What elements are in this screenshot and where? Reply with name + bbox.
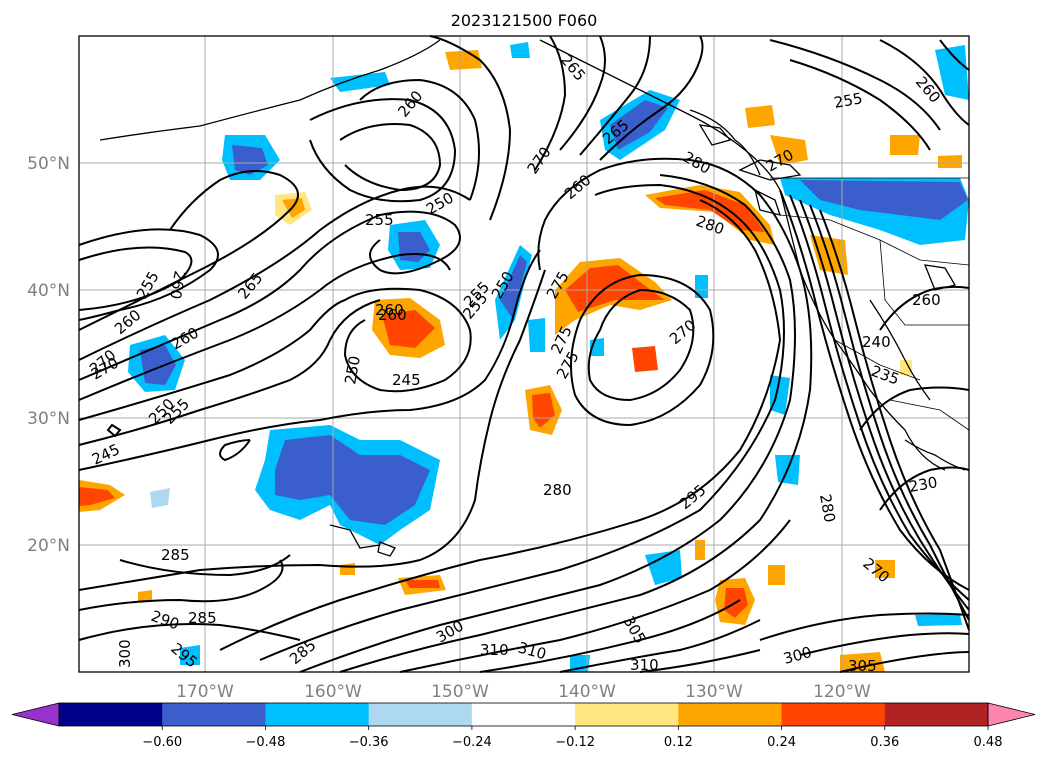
colorbar-extend-low [11,702,60,727]
colorbar-tick-label: 0.12 [664,735,693,750]
colorbar-bin [265,703,370,726]
lon-label: 170°W [176,682,234,702]
contour-label: 230 [908,473,939,496]
colorbar-tick-label: 0.48 [974,735,1003,750]
colorbar-bin [368,703,473,726]
colorbar-bin [471,703,576,726]
contour-label: 260 [375,301,404,319]
contour-label: 240 [862,333,891,351]
colorbar-extend-high [987,702,1036,727]
lat-label: 30°N [27,409,70,429]
latitude-labels: 50°N 40°N 30°N 20°N [27,154,70,556]
contour-label: 280 [816,493,839,524]
lon-label: 120°W [813,682,871,702]
colorbar-tick-label: 0.24 [767,735,796,750]
contour-label: 285 [161,546,190,564]
longitude-labels: 170°W 160°W 150°W 140°W 130°W 120°W [176,682,871,702]
lon-label: 160°W [304,682,362,702]
colorbar-tick-label: −0.24 [452,735,492,750]
contour-label: 260 [378,306,407,324]
contour-label: 305 [848,657,877,675]
positive-shading [79,50,962,672]
contour-label: 280 [543,481,572,499]
map-panel: 265 260 255 250 255 260 265 270 260 265 … [78,35,970,675]
colorbar-frame [58,702,989,727]
colorbar-tick-label: −0.36 [349,735,389,750]
colorbar-tick-label: −0.48 [246,735,286,750]
contour-label: 285 [188,609,217,627]
lon-label: 150°W [431,682,489,702]
colorbar-tick-label: 0.36 [870,735,899,750]
lat-label: 40°N [27,281,70,301]
lat-label: 20°N [27,536,70,556]
contour-label: 300 [116,639,134,668]
coastlines [99,39,966,557]
colorbar-ticks: −0.60 −0.48 −0.36 −0.24 −0.12 0.12 0.24 0.36 0.4… [142,726,1003,750]
colorbar-bin [678,703,783,726]
colorbar-bin [162,703,266,726]
colorbar-bin [575,703,679,726]
colorbar-bin [59,703,163,726]
contour-label: 250 [341,354,364,385]
map-frame [78,35,970,673]
contour-label: 255 [833,89,864,112]
map-title: 2023121500 F060 [451,11,598,30]
contour-label: 310 [630,656,659,674]
lon-label: 140°W [558,682,616,702]
colorbar-bin [781,703,886,726]
contour-label: 255 [365,211,394,229]
colorbar-tick-label: −0.60 [142,735,182,750]
lat-label: 50°N [27,154,70,174]
contours [78,35,970,673]
colorbar [11,702,1036,727]
colorbar-bin [884,703,989,726]
contour-label: 245 [392,371,421,389]
colorbar-tick-label: −0.12 [555,735,595,750]
lon-label: 130°W [685,682,743,702]
contour-label: 260 [166,269,189,300]
contour-label: 310 [480,641,509,659]
contour-label: 260 [912,291,941,309]
